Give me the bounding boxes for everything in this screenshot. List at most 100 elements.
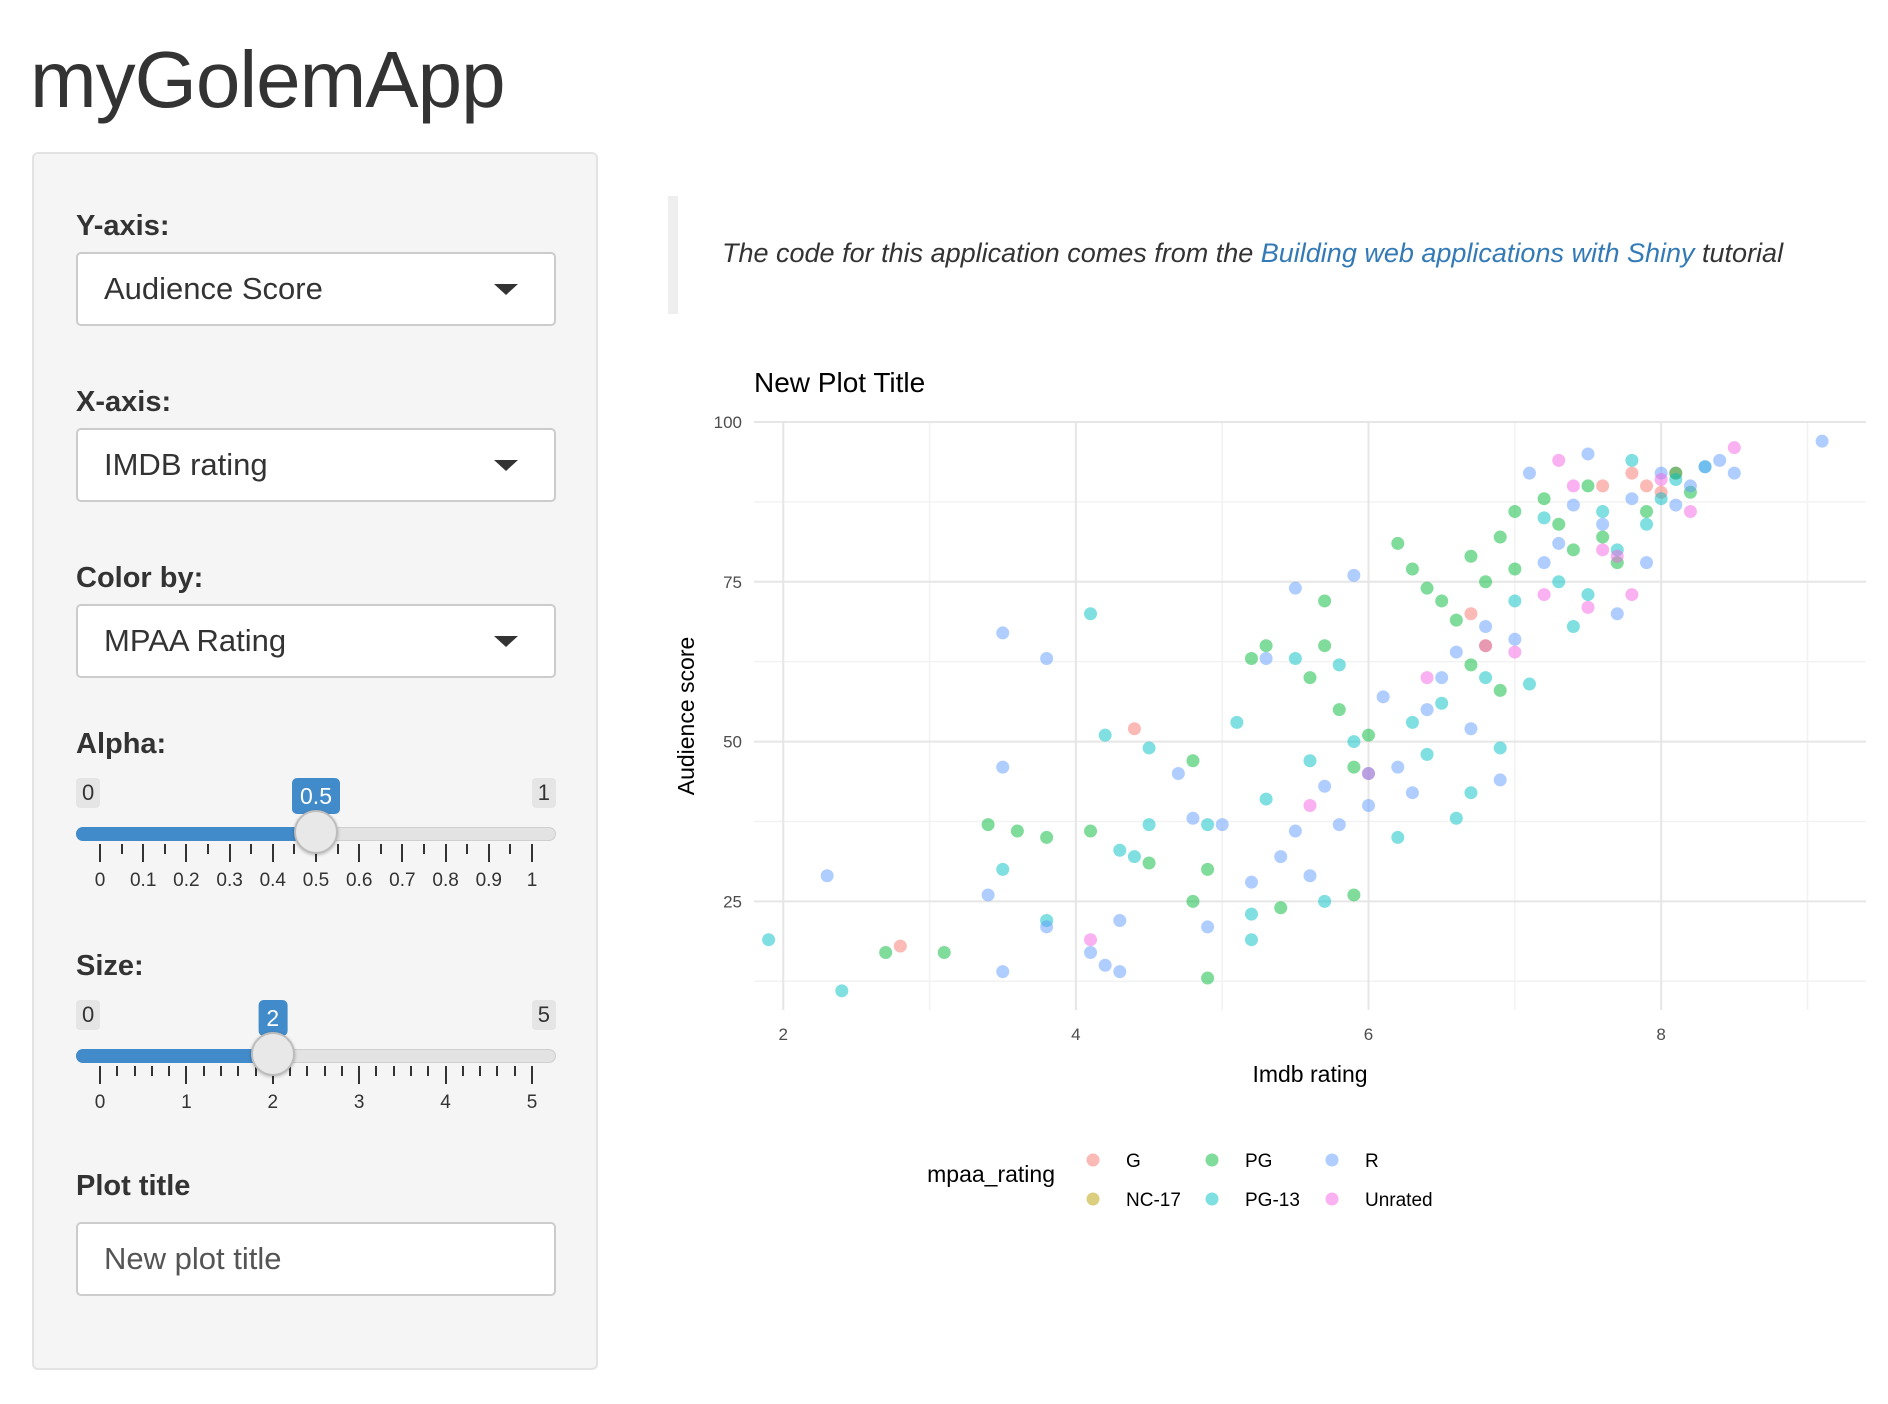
plot-title-input[interactable]	[76, 1222, 556, 1296]
data-point-pg-13	[1347, 735, 1361, 749]
slider-major-tick	[185, 1066, 188, 1084]
data-point-r	[1391, 760, 1405, 774]
data-point-r	[1186, 811, 1200, 825]
size-slider[interactable]: 0 5 2 0 1 2 3 4 5	[76, 1000, 556, 1120]
data-point-r	[1640, 556, 1654, 570]
data-point-r	[1303, 869, 1317, 883]
alpha-slider[interactable]: 0 1 0.5 0 0.1 0.2 0.3 0.4 0.5 0.6 0.7 0.8 0.9 1	[76, 778, 556, 898]
data-point-pg	[1040, 830, 1054, 844]
slider-minor-tick	[466, 844, 469, 854]
data-point-pg	[1508, 562, 1522, 576]
slider-minor-tick	[207, 844, 209, 854]
data-point-pg	[1274, 901, 1288, 915]
slider-minor-tick	[250, 844, 253, 854]
xaxis-selected-value: IMDB rating	[104, 447, 268, 482]
slider-minor-tick	[150, 1066, 153, 1076]
data-point-pg-13	[1493, 741, 1507, 755]
data-point-unrated	[1084, 933, 1098, 947]
y-axis-label: Audience score	[673, 637, 699, 796]
data-point-unrated	[1727, 441, 1741, 455]
data-point-pg-13	[1201, 818, 1215, 832]
alpha-slider-fill	[76, 827, 316, 841]
chevron-down-icon	[494, 636, 518, 647]
data-point-r	[1318, 779, 1332, 793]
data-point-pg-13	[1435, 696, 1449, 710]
size-slider-fill	[76, 1049, 273, 1063]
data-point-unrated	[1654, 473, 1668, 487]
data-point-pg-13	[1552, 575, 1566, 589]
y-tick-label: 75	[723, 573, 742, 592]
slider-minor-tick	[289, 1066, 292, 1076]
data-point-pg	[1303, 671, 1317, 685]
data-point-unrated	[1552, 453, 1566, 467]
data-point-r	[1552, 536, 1566, 550]
data-point-pg-13	[996, 862, 1010, 876]
color-select[interactable]: MPAA Rating	[76, 604, 556, 678]
tutorial-link[interactable]: Building web applications with Shiny	[1260, 238, 1695, 268]
data-point-g	[1640, 479, 1654, 493]
legend-key	[1086, 1192, 1100, 1206]
slider-major-tick	[531, 844, 533, 862]
data-point-pg-13	[1318, 894, 1332, 908]
data-point-unrated	[1303, 798, 1317, 812]
alpha-slider-handle[interactable]	[294, 810, 338, 854]
data-point-pg	[1420, 581, 1434, 595]
slider-major-tick	[185, 844, 188, 862]
data-point-pg-13	[1669, 473, 1683, 487]
slider-minor-tick	[120, 844, 123, 854]
size-max-label: 5	[531, 1000, 556, 1030]
data-point-pg	[1201, 862, 1215, 876]
size-value-bubble: 2	[258, 1000, 288, 1043]
data-point-r	[1362, 798, 1376, 812]
data-point-pg	[1186, 894, 1200, 908]
slider-minor-tick	[461, 1066, 464, 1076]
slider-minor-tick	[375, 1066, 378, 1076]
data-point-r	[981, 888, 995, 902]
data-point-pg-13	[1230, 715, 1244, 729]
data-point-r	[1596, 517, 1610, 531]
data-point-r	[1288, 824, 1302, 838]
size-slider-handle[interactable]	[250, 1032, 295, 1076]
data-point-pg	[1537, 492, 1551, 506]
data-point-r	[1610, 607, 1624, 621]
data-point-pg-13	[1391, 830, 1405, 844]
data-point-pg	[879, 945, 893, 959]
data-point-r	[1713, 453, 1727, 467]
data-point-pg-13	[1449, 811, 1463, 825]
data-point-r	[1098, 958, 1112, 972]
xaxis-select[interactable]: IMDB rating	[76, 428, 556, 502]
chart-title: New Plot Title	[754, 367, 925, 398]
alpha-value-bubble: 0.5	[292, 778, 340, 821]
data-point-pg	[1244, 651, 1258, 665]
slider-tick-label: 5	[526, 1092, 538, 1113]
alpha-max-label: 1	[531, 778, 556, 808]
slider-tick-label: 0	[94, 870, 106, 891]
data-point-pg-13	[1581, 588, 1595, 602]
data-point-r	[1581, 447, 1595, 461]
slider-major-tick	[99, 1066, 101, 1084]
alpha-min-label: 0	[76, 778, 101, 808]
data-point-pg	[1596, 530, 1610, 544]
data-point-pg	[1581, 479, 1595, 493]
slider-minor-tick	[427, 1066, 430, 1076]
yaxis-select[interactable]: Audience Score	[76, 252, 556, 326]
data-point-pg	[1259, 639, 1273, 653]
data-point-r	[1215, 818, 1229, 832]
slider-major-tick	[358, 1066, 361, 1084]
data-point-pg-13	[835, 984, 849, 998]
data-point-r	[1201, 920, 1215, 934]
slider-tick-label: 0.3	[216, 870, 243, 891]
slider-major-tick	[401, 844, 404, 862]
data-point-r	[996, 965, 1010, 979]
data-point-pg-13	[1625, 453, 1639, 467]
data-point-r	[1347, 568, 1361, 582]
data-point-pg	[1508, 504, 1522, 518]
app-title: myGolemApp	[30, 35, 506, 124]
size-label: Size:	[76, 950, 144, 982]
data-point-r	[1449, 645, 1463, 659]
slider-minor-tick	[379, 844, 382, 854]
x-tick-label: 6	[1364, 1025, 1373, 1044]
slider-minor-tick	[392, 1066, 395, 1076]
slider-minor-tick	[509, 844, 512, 854]
data-point-pg-13	[1537, 511, 1551, 525]
